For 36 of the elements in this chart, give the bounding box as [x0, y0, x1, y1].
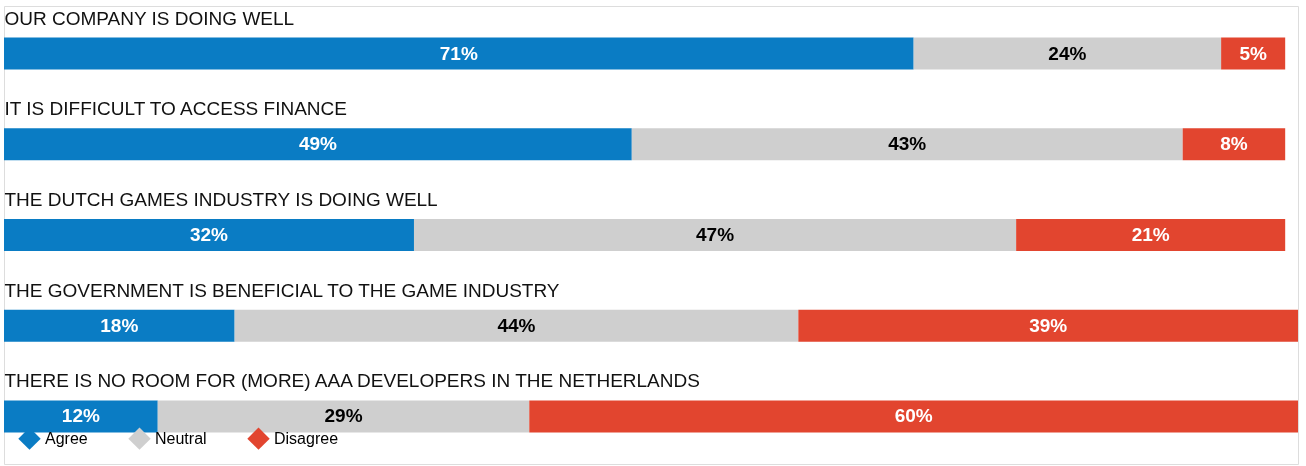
y-tick-label: THE DUTCH GAMES INDUSTRY IS DOING WELL	[4, 189, 438, 210]
data-label: 21%	[1131, 224, 1170, 245]
y-tick-label: THE GOVERNMENT IS BENEFICIAL TO THE GAME INDUSTRY	[4, 279, 560, 301]
bar	[157, 400, 530, 433]
data-label: 18%	[100, 314, 139, 336]
bar	[4, 219, 414, 251]
bar	[913, 37, 1222, 70]
bar	[1016, 219, 1286, 251]
bar	[4, 309, 235, 342]
bar	[798, 309, 1298, 342]
data-label: 49%	[298, 133, 338, 155]
data-label: 43%	[888, 133, 927, 155]
bar	[4, 128, 632, 161]
bar	[529, 400, 1298, 433]
data-label: 29%	[324, 405, 363, 427]
bar	[631, 128, 1183, 161]
data-label: 24%	[1048, 42, 1087, 64]
data-label: 47%	[696, 224, 735, 245]
data-label: 12%	[61, 405, 100, 427]
legend-label: Disagree	[274, 429, 339, 447]
data-label: 44%	[497, 314, 536, 336]
y-tick-label: THERE IS NO ROOM FOR (MORE) AAA DEVELOPERS IN THE NETHERLANDS	[4, 370, 700, 392]
data-label: 8%	[1220, 133, 1248, 155]
data-label: 39%	[1029, 314, 1068, 336]
bar	[4, 37, 914, 70]
bar	[234, 309, 799, 342]
data-label: 32%	[189, 224, 229, 245]
data-label: 60%	[894, 405, 933, 427]
y-tick-label: IT IS DIFFICULT TO ACCESS FINANCE	[4, 98, 347, 120]
legend-label: Neutral	[155, 429, 207, 447]
y-tick-label: OUR COMPANY IS DOING WELL	[4, 7, 295, 29]
bar	[413, 219, 1017, 251]
legend-label: Agree	[45, 429, 88, 447]
data-label: 5%	[1239, 42, 1267, 64]
data-label: 71%	[439, 42, 478, 64]
bar	[1182, 128, 1286, 161]
